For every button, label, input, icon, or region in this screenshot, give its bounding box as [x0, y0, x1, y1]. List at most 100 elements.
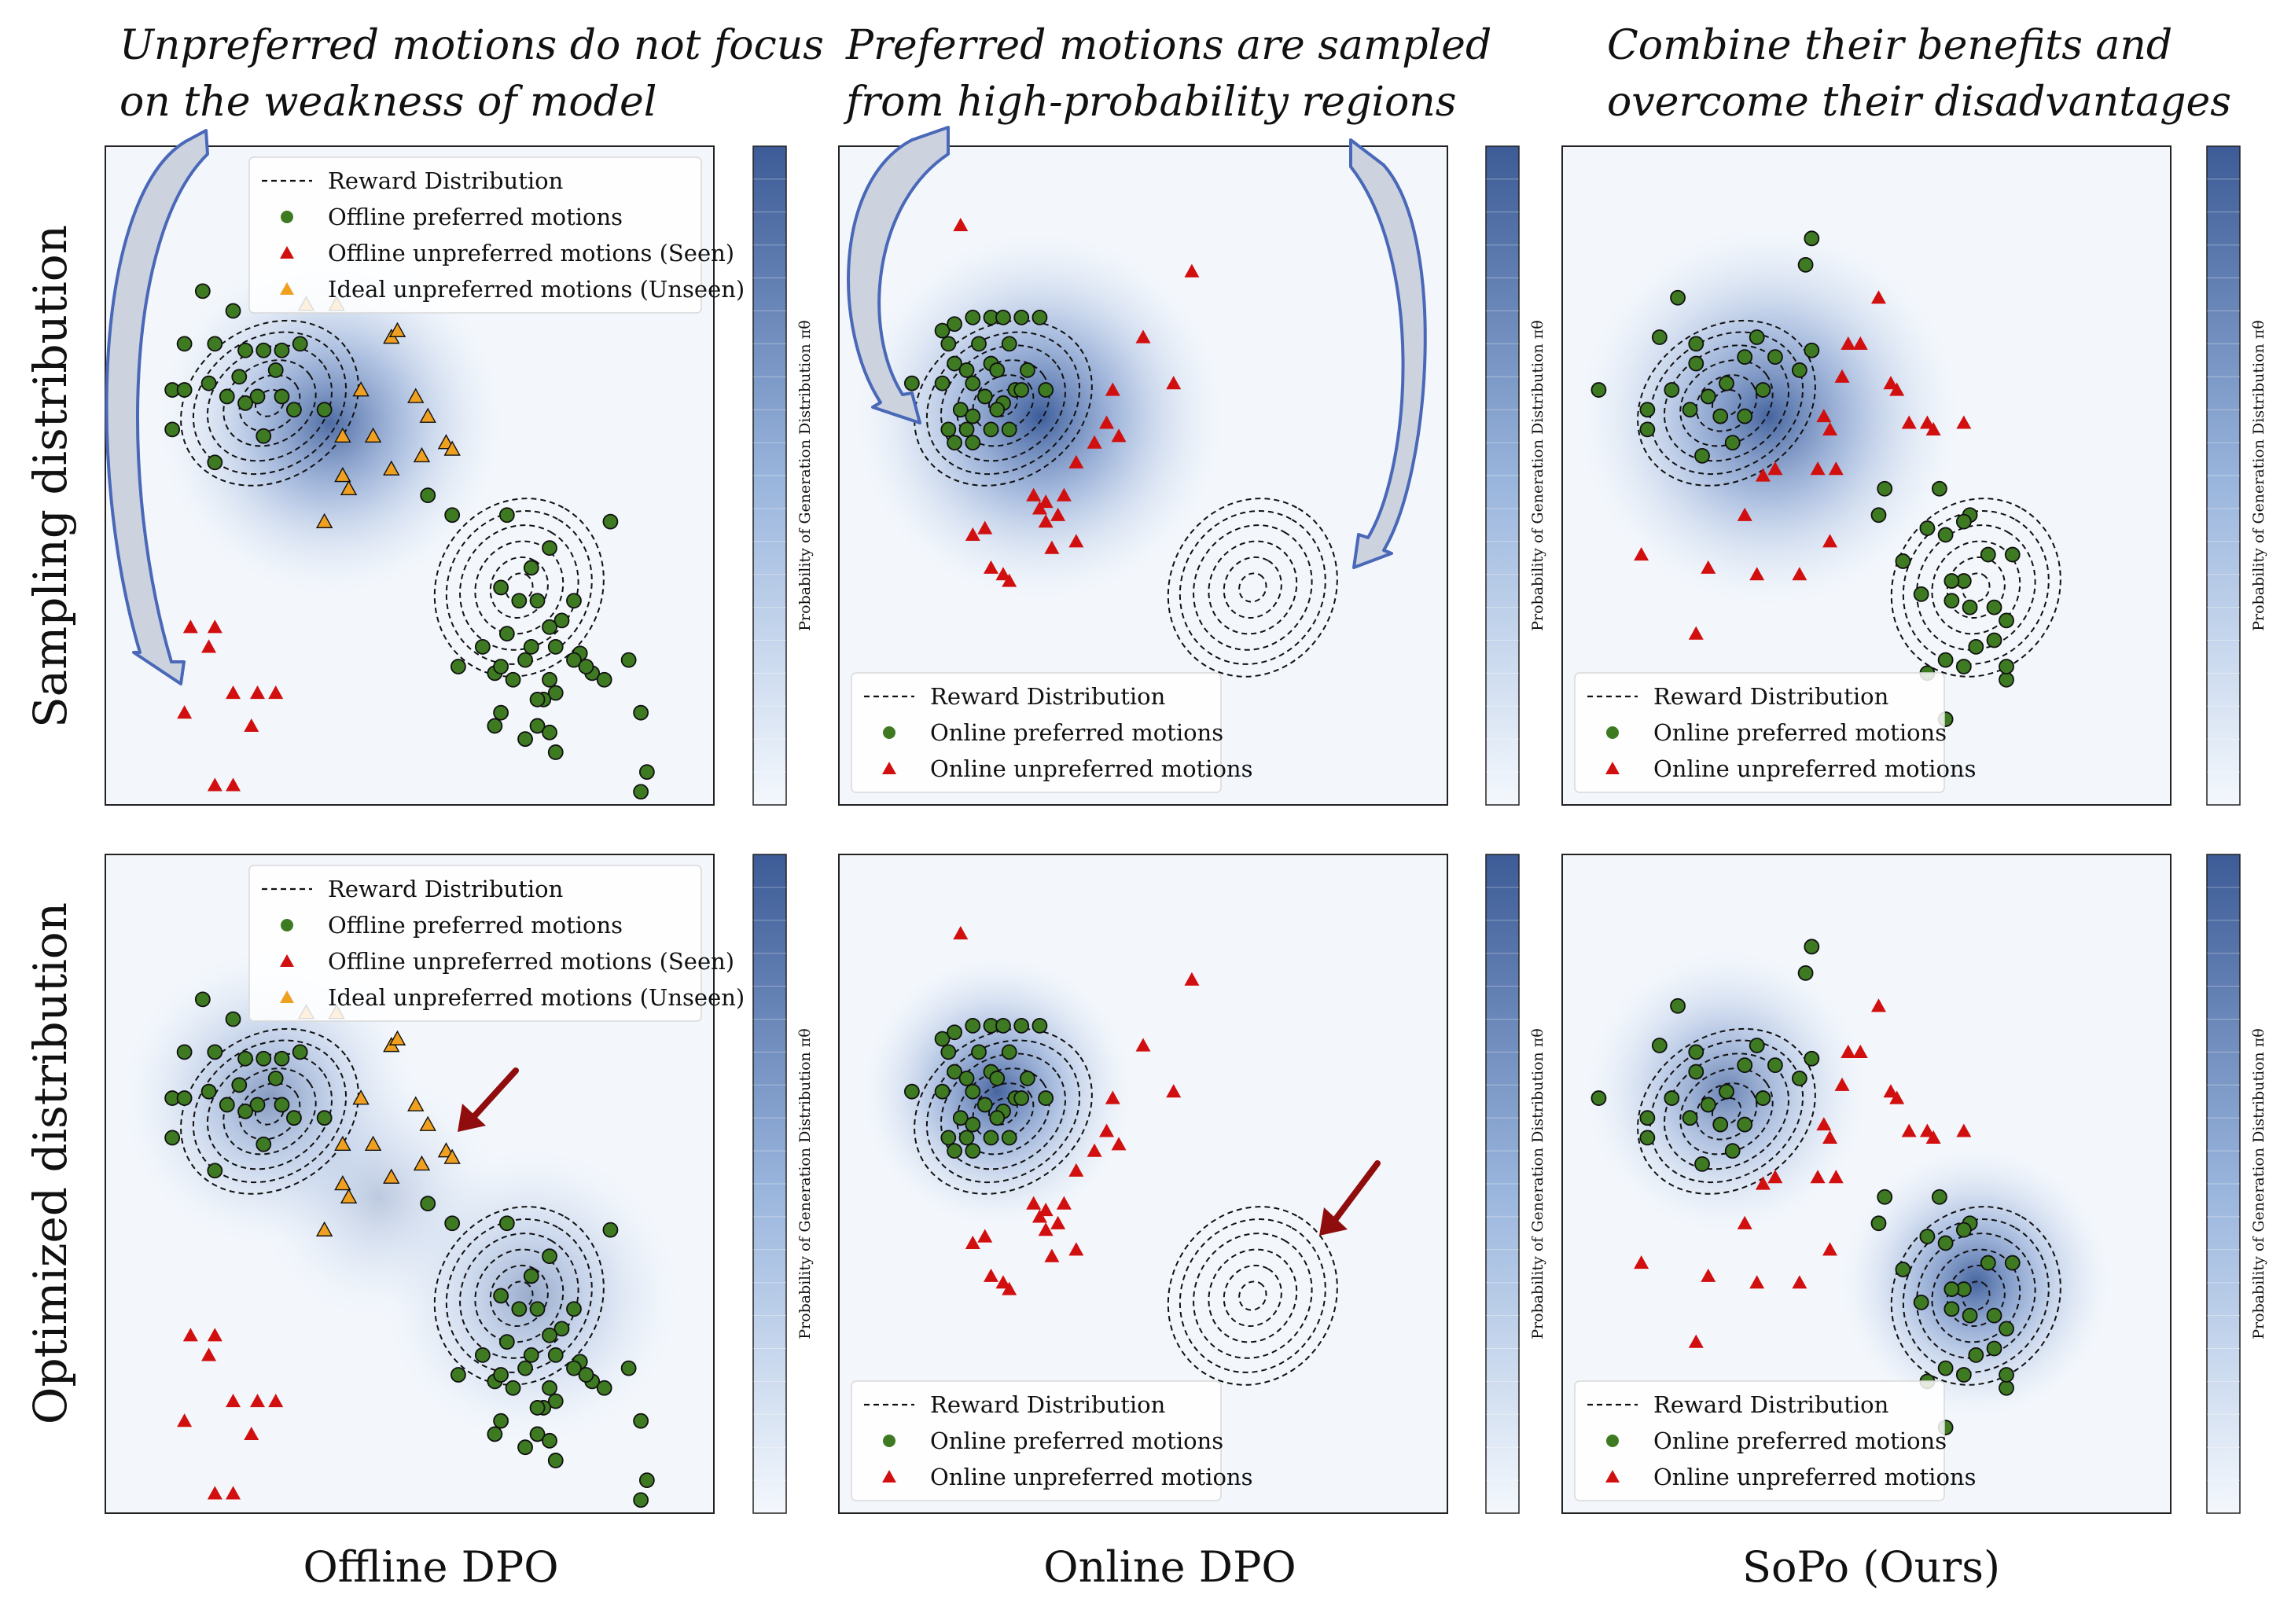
preferred-point [1001, 336, 1017, 352]
legend-label: Online preferred motions [930, 1427, 1223, 1454]
unpreferred-point [207, 1486, 222, 1500]
preferred-point [1590, 382, 1607, 398]
preferred-point [976, 388, 993, 405]
preferred-point [947, 1143, 962, 1159]
preferred-point [444, 507, 461, 524]
preferred-point [498, 1215, 515, 1232]
unpreferred-point [1099, 1123, 1115, 1137]
preferred-point [523, 1268, 539, 1284]
reward-contour-2 [1916, 1233, 2036, 1359]
preferred-point [1724, 1143, 1741, 1159]
ideal-point [407, 388, 425, 403]
legend-preferred-marker [281, 211, 293, 223]
preferred-point [256, 342, 272, 358]
markers [903, 218, 1200, 587]
unpreferred-point [177, 705, 193, 719]
preferred-point [1767, 1057, 1783, 1074]
preferred-point [1688, 1044, 1704, 1060]
preferred-point [237, 1050, 253, 1067]
preferred-point [965, 435, 981, 450]
preferred-point [1877, 480, 1893, 497]
legend-triangle-marker [280, 990, 294, 1003]
preferred-point [1962, 1307, 1978, 1324]
preferred-point [1986, 632, 2002, 648]
unpreferred-point [1044, 1248, 1060, 1262]
preferred-point [493, 579, 509, 596]
preferred-point [965, 1143, 981, 1159]
legend-label: Online unpreferred motions [1653, 755, 1976, 782]
legend: Reward Distribution Online preferred moti… [1574, 672, 1976, 793]
unpreferred-point [268, 1394, 284, 1408]
reward-contour-2 [1238, 1280, 1267, 1311]
preferred-point [1688, 1064, 1704, 1080]
preferred-point [1999, 1367, 2014, 1383]
preferred-point [542, 540, 557, 557]
colorbar: Probability of Generation Distribution π… [752, 145, 814, 806]
preferred-point [547, 1347, 564, 1363]
colorbar-bar [2206, 854, 2241, 1514]
preferred-point [1937, 1360, 1954, 1376]
reward-contour-1 [222, 1067, 317, 1156]
reward-contour-2 [489, 1264, 549, 1327]
preferred-point [1955, 1222, 1972, 1238]
ideal-point [334, 1135, 351, 1152]
colorbar-bar [752, 854, 787, 1514]
legend-box [1574, 1380, 1945, 1501]
header-offline-dpo: Unpreferred motions do not focus on the … [120, 22, 824, 126]
ideal-point [383, 1168, 400, 1184]
unpreferred-point [226, 1394, 241, 1408]
ideal-point [407, 1096, 425, 1111]
legend-label: Offline preferred motions [328, 912, 623, 939]
preferred-point [1664, 1090, 1680, 1106]
preferred-point [638, 1472, 655, 1488]
unpreferred-point [1026, 487, 1042, 502]
reward-contour-1 [925, 331, 1081, 476]
preferred-point [934, 1083, 951, 1100]
unpreferred-point [1870, 998, 1886, 1012]
preferred-point [1694, 1156, 1710, 1172]
preferred-point [1955, 1367, 1972, 1383]
preferred-point [1955, 513, 1972, 530]
preferred-point [1767, 349, 1783, 366]
reward-contour-1 [956, 1067, 1050, 1156]
reward-contour-1 [1679, 1067, 1774, 1156]
preferred-point [1694, 447, 1710, 464]
reward-contour-1 [1637, 1027, 1816, 1195]
preferred-point [1737, 408, 1753, 424]
preferred-point [1737, 1057, 1753, 1074]
preferred-point [1013, 1017, 1030, 1034]
ideal-point [419, 1115, 436, 1131]
preferred-point [176, 336, 193, 352]
unpreferred-point [1050, 507, 1066, 521]
preferred-point [1590, 1090, 1607, 1106]
preferred-point [1999, 671, 2014, 688]
unpreferred-point [1841, 336, 1856, 350]
unpreferred-point [1816, 409, 1832, 423]
unpreferred-point [1901, 1123, 1917, 1137]
unpreferred-point [1050, 1215, 1066, 1229]
legend-box [851, 1380, 1222, 1501]
unpreferred-point [1919, 1123, 1935, 1137]
ideal-point [388, 1030, 406, 1045]
unpreferred-point [1956, 415, 1972, 429]
unpreferred-point [207, 1328, 222, 1342]
unpreferred-point [1889, 1090, 1905, 1104]
preferred-point [965, 375, 981, 391]
preferred-point [1870, 507, 1887, 524]
density-layer [160, 252, 502, 593]
unpreferred-point [1044, 540, 1060, 554]
preferred-point [523, 560, 539, 576]
unpreferred-point [1038, 1203, 1054, 1217]
preferred-point [1986, 599, 2002, 615]
preferred-point [1719, 1083, 1734, 1100]
preferred-point [274, 1050, 290, 1067]
reward-contour-1 [914, 319, 1093, 487]
preferred-point [1688, 336, 1704, 352]
preferred-point [989, 1110, 1006, 1126]
preferred-point [578, 1367, 594, 1383]
colorbar: Probability of Generation Distribution π… [1485, 145, 1546, 806]
ideal-point [352, 1089, 370, 1105]
ideal-point [383, 460, 400, 476]
preferred-point [1013, 382, 1030, 398]
legend-label: Ideal unpreferred motions (Unseen) [328, 984, 745, 1011]
